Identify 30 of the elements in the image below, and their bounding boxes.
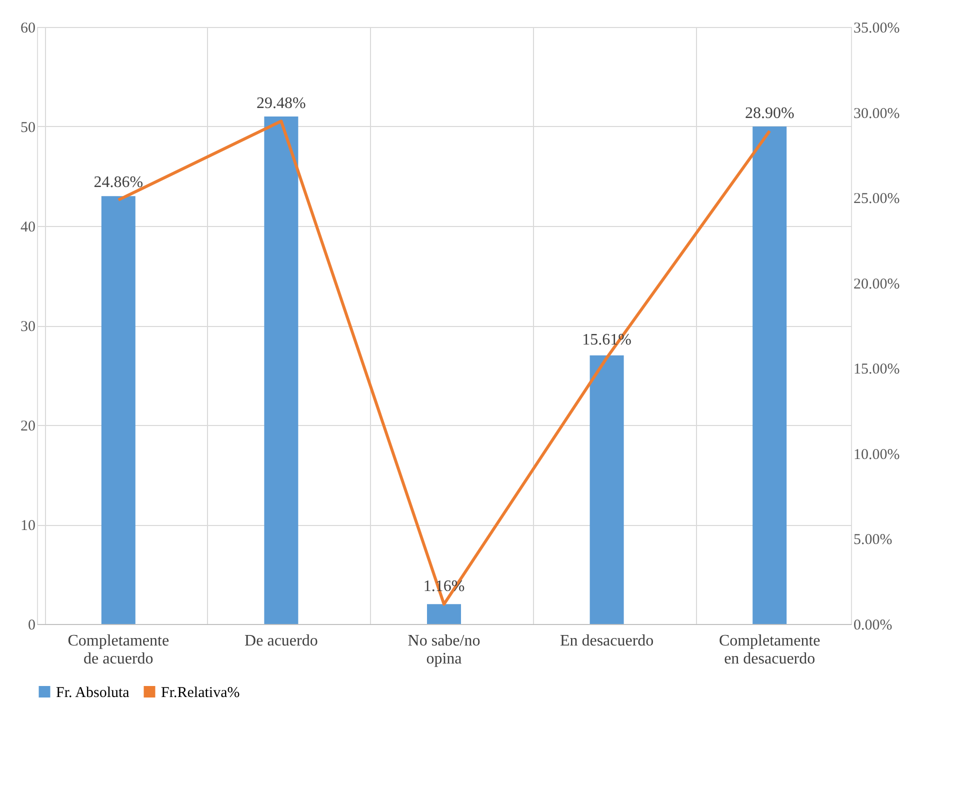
- y-tick-label: 50: [20, 120, 36, 136]
- y2-tick-label: 30.00%: [854, 106, 900, 122]
- legend-label: Fr. Absoluta: [56, 684, 130, 701]
- bar: [752, 126, 787, 624]
- y2-tick-label: 10.00%: [854, 446, 900, 463]
- y2-tick-label: 5.00%: [854, 532, 892, 548]
- y2-tick-label: 20.00%: [854, 276, 900, 292]
- bar: [264, 116, 298, 624]
- bar: [101, 196, 136, 624]
- data-label: 24.86%: [94, 174, 144, 191]
- data-label: 28.90%: [744, 105, 794, 122]
- y-tick-label: 60: [20, 20, 36, 36]
- data-label: 29.48%: [256, 95, 306, 112]
- legend-label: Fr.Relativa%: [161, 684, 240, 701]
- y-tick-label: 40: [20, 220, 36, 236]
- x-tick-label: No sabe/no opina: [408, 632, 480, 668]
- y-tick-label: 30: [20, 319, 36, 335]
- x-tick-label: Completamente en desacuerdo: [718, 632, 820, 668]
- x-tick-label: De acuerdo: [244, 632, 318, 650]
- y2-tick-label: 15.00%: [854, 362, 900, 378]
- y2-tick-label: 25.00%: [854, 191, 900, 208]
- y-tick-label: 10: [20, 518, 36, 534]
- y-tick-label: 0: [28, 618, 36, 634]
- bar: [427, 604, 461, 624]
- y-tick-label: 20: [20, 418, 36, 434]
- bar: [590, 355, 624, 624]
- x-tick-label: Completamente de acuerdo: [68, 632, 170, 668]
- x-tick-label: En desacuerdo: [560, 632, 654, 650]
- y2-tick-label: 0.00%: [854, 618, 892, 634]
- y2-tick-label: 35.00%: [854, 20, 900, 36]
